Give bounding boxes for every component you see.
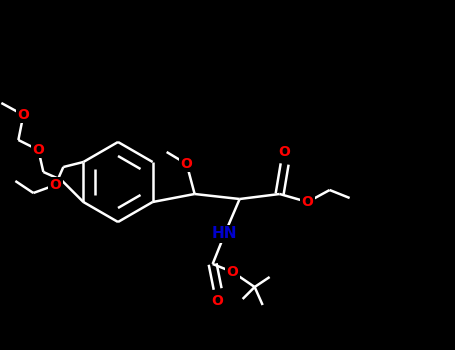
- Text: O: O: [302, 195, 313, 209]
- Text: O: O: [227, 265, 238, 279]
- Text: O: O: [181, 157, 192, 171]
- Text: O: O: [50, 178, 61, 192]
- Text: O: O: [279, 145, 291, 159]
- Text: O: O: [212, 294, 223, 308]
- Text: HN: HN: [212, 226, 238, 242]
- Text: O: O: [32, 143, 44, 157]
- Text: O: O: [17, 108, 29, 122]
